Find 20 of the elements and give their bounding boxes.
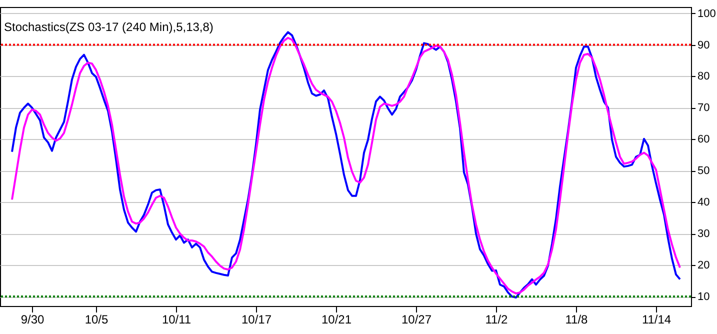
x-tick-label: 10/5 [84, 312, 108, 326]
y-tick-label: 90 [698, 39, 710, 52]
y-tick-label: 40 [698, 196, 710, 209]
y-tick-label: 70 [698, 102, 710, 114]
y-tick-label: 80 [698, 70, 710, 83]
y-tick-label: 60 [698, 134, 710, 146]
x-tick-label: 10/21 [321, 312, 352, 326]
x-tick-label: 10/11 [162, 312, 192, 326]
y-tick-label: 10 [698, 291, 710, 304]
y-tick-label: 30 [698, 228, 710, 240]
x-tick-label: 10/17 [241, 312, 272, 326]
text: Stochastics(ZS 03-17 (240 Min),5,13,8) [4, 20, 214, 34]
x-tick-label: 11/8 [565, 312, 588, 326]
x-tick-label: 11/14 [642, 312, 672, 326]
y-tick-label: 50 [698, 165, 710, 178]
x-tick-label: 9/30 [20, 312, 44, 326]
y-tick-label: 100 [698, 8, 716, 20]
x-tick-label: 10/27 [401, 312, 432, 326]
x-tick-label: 11/2 [485, 312, 508, 326]
y-tick-label: 20 [698, 260, 710, 272]
